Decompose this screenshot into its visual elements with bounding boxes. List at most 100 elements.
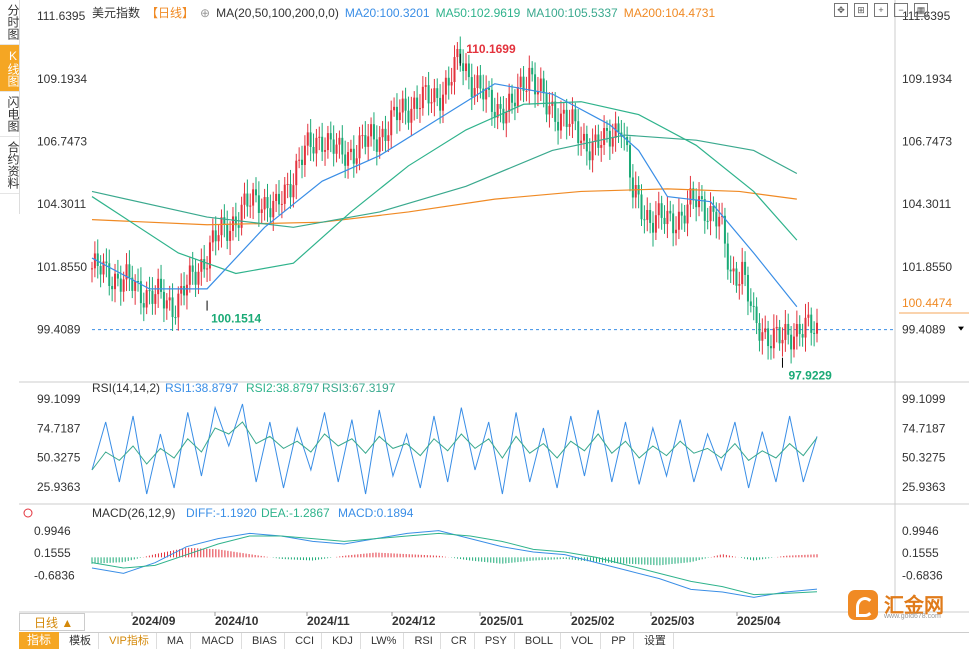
logo-icon: [848, 590, 878, 620]
candle-body: [441, 94, 444, 111]
tab-kline[interactable]: K线图: [0, 45, 20, 92]
candle-body: [416, 97, 419, 109]
tab-shandian[interactable]: 闪电图: [0, 92, 20, 137]
indicator-psy[interactable]: PSY: [478, 633, 515, 649]
candle-body: [700, 196, 703, 200]
side-tabs: 分时图 K线图 闪电图 合约资料: [0, 0, 20, 214]
macd-title: MACD(26,12,9): [92, 506, 175, 520]
price-arrow: [958, 326, 964, 331]
candle-body: [263, 197, 266, 210]
candle-body: [565, 109, 568, 127]
candle-body: [591, 142, 594, 161]
candle-body: [206, 268, 209, 270]
candle-body: [180, 286, 183, 294]
symbol-name: 美元指数: [92, 6, 141, 20]
indicator-button[interactable]: 指标: [19, 632, 59, 649]
candle-body: [505, 111, 508, 124]
macd-line-DIFF: [91, 530, 818, 598]
indicator-pp[interactable]: PP: [604, 633, 634, 649]
candle-body: [160, 278, 163, 292]
indicator-ma[interactable]: MA: [160, 633, 192, 649]
candle-body: [692, 188, 695, 201]
low-label-left: 100.1514: [211, 312, 261, 326]
indicator-macd[interactable]: MACD: [194, 633, 242, 649]
candle-body: [364, 135, 367, 147]
candle-body: [519, 76, 522, 87]
candle-body: [738, 284, 741, 286]
candle-body: [721, 215, 724, 217]
candle-body: [387, 135, 390, 141]
tab-fenshi[interactable]: 分时图: [0, 0, 20, 45]
rsi-line-RSI3: [91, 421, 818, 471]
x-tick-label: 2024/10: [215, 614, 259, 628]
candle-body: [605, 128, 608, 131]
candle-body: [395, 106, 398, 121]
settings-icon[interactable]: ⊕: [200, 6, 211, 20]
zoom-out-icon[interactable]: −: [894, 3, 908, 17]
indicator-bias[interactable]: BIAS: [245, 633, 286, 649]
candle-body: [349, 148, 352, 153]
candle-body: [91, 268, 93, 270]
candle-body: [450, 82, 453, 86]
candle-body: [577, 121, 580, 144]
candle-body: [108, 263, 111, 286]
fit-icon[interactable]: ⊞: [854, 3, 868, 17]
candle-body: [266, 197, 269, 209]
candle-body: [588, 151, 591, 161]
candle-body: [795, 324, 798, 337]
x-tick-label: 2024/09: [132, 614, 176, 628]
indicator-rsi[interactable]: RSI: [407, 633, 441, 649]
candle-body: [430, 102, 433, 104]
candle-body: [157, 278, 160, 295]
candle-body: [329, 133, 332, 140]
indicator-vip[interactable]: VIP指标: [102, 633, 157, 649]
candle-body: [729, 269, 732, 272]
indicator-boll[interactable]: BOLL: [518, 633, 562, 649]
period-selector[interactable]: 日线 ▲: [19, 613, 85, 631]
rsi-y-tick-left: 74.7187: [37, 421, 81, 435]
candle-body: [557, 121, 560, 131]
indicator-vol[interactable]: VOL: [564, 633, 602, 649]
y-tick-right: 104.3011: [902, 197, 951, 211]
candle-body: [200, 259, 203, 272]
candle-body: [332, 139, 335, 154]
candle-body: [531, 67, 534, 75]
candle-body: [275, 193, 278, 201]
macd-settings-icon: [23, 508, 33, 518]
tab-heyue[interactable]: 合约资料: [0, 137, 20, 194]
candle-body: [772, 328, 775, 349]
candle-body: [252, 189, 255, 206]
candle-body: [119, 278, 122, 292]
candle-body: [298, 159, 301, 161]
indicator-settings[interactable]: 设置: [637, 633, 674, 649]
indicator-cci[interactable]: CCI: [288, 633, 323, 649]
logo-text: 汇金网: [884, 595, 944, 617]
indicator-lw[interactable]: LW%: [364, 633, 405, 649]
candle-body: [292, 185, 295, 198]
rsi-line-RSI1: [91, 403, 818, 495]
candle-body: [93, 253, 96, 269]
candle-body: [183, 286, 186, 296]
y-tick-left: 111.6395: [37, 9, 86, 23]
candle-body: [151, 290, 154, 304]
candle-body: [280, 203, 283, 205]
zoom-in-icon[interactable]: +: [874, 3, 888, 17]
candle-body: [769, 346, 772, 349]
candle-body: [418, 108, 421, 110]
candle-body: [358, 135, 361, 159]
indicator-cr[interactable]: CR: [444, 633, 475, 649]
candle-body: [683, 215, 686, 224]
candle-body: [439, 97, 442, 111]
indicator-kdj[interactable]: KDJ: [325, 633, 361, 649]
candle-body: [352, 148, 355, 164]
candle-body: [499, 104, 502, 109]
candle-body: [810, 314, 813, 333]
period-label[interactable]: 【日线】: [146, 6, 195, 20]
macd-legend-1: DEA:-1.2867: [261, 506, 330, 520]
indicator-template[interactable]: 模板: [62, 633, 100, 649]
candle-body: [686, 204, 689, 224]
candle-body: [746, 274, 749, 302]
grid-icon[interactable]: ▦: [914, 3, 928, 17]
expand-icon[interactable]: ✥: [834, 3, 848, 17]
